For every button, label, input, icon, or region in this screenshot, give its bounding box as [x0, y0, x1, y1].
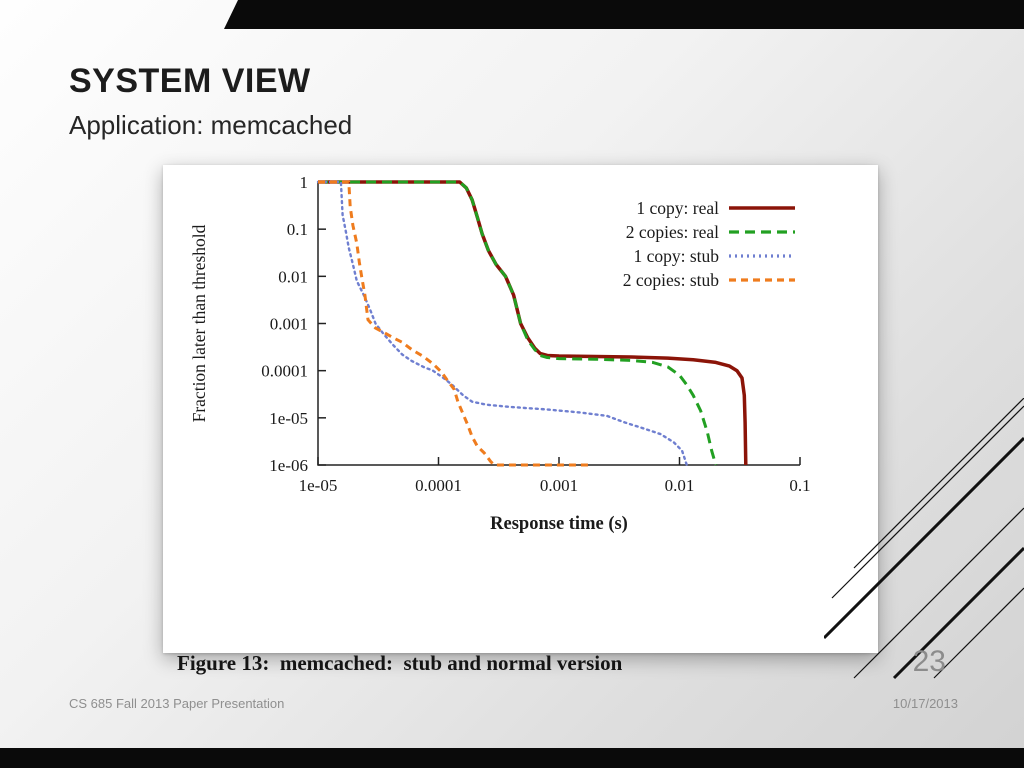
bottom-bar-decoration [0, 748, 1024, 768]
x-tick-label: 0.1 [789, 476, 810, 495]
slide-title: SYSTEM VIEW [69, 62, 311, 100]
y-tick-label: 0.0001 [261, 362, 308, 381]
series-line-3 [316, 180, 688, 467]
figure-panel: 1 0.1 0.01 0.001 0.0001 1e-05 1e-06 1e-05 0.0001… [163, 165, 878, 768]
legend-label: 2 copies: stub [623, 270, 719, 290]
legend-label: 2 copies: real [626, 222, 719, 242]
footer-text: CS 685 Fall 2013 Paper Presentation [69, 696, 285, 711]
x-tick-label: 1e-05 [299, 476, 338, 495]
footer-date: 10/17/2013 [892, 696, 958, 711]
y-tick-label: 0.001 [270, 315, 308, 334]
top-bar-decoration [224, 0, 1024, 29]
legend-label: 1 copy: real [636, 198, 719, 218]
series-line-1 [318, 180, 748, 466]
caption-line-1: Figure 13: memcached: stub and normal ve… [177, 651, 623, 675]
x-tick-label: 0.0001 [415, 476, 462, 495]
slide-subtitle: Application: memcached [69, 110, 353, 140]
series-line-4 [318, 180, 590, 467]
x-tick-label: 0.01 [665, 476, 695, 495]
legend-label: 1 copy: stub [633, 246, 719, 266]
y-tick-label: 1e-06 [269, 456, 308, 475]
axes [317, 182, 800, 466]
x-axis-title: Response time (s) [490, 514, 628, 534]
y-axis-title: Fraction later than threshold [189, 224, 209, 422]
figure-caption: Figure 13: memcached: stub and normal ve… [177, 583, 622, 768]
page-number: 23 [912, 645, 946, 678]
y-tick-label: 0.1 [287, 220, 308, 239]
x-tick-label: 0.001 [540, 476, 578, 495]
series-line-2 [318, 180, 718, 466]
y-tick-label: 0.01 [278, 267, 308, 286]
y-tick-label: 1 [300, 173, 309, 192]
diagonal-lines-decoration [824, 398, 1024, 680]
y-tick-label: 1e-05 [269, 409, 308, 428]
